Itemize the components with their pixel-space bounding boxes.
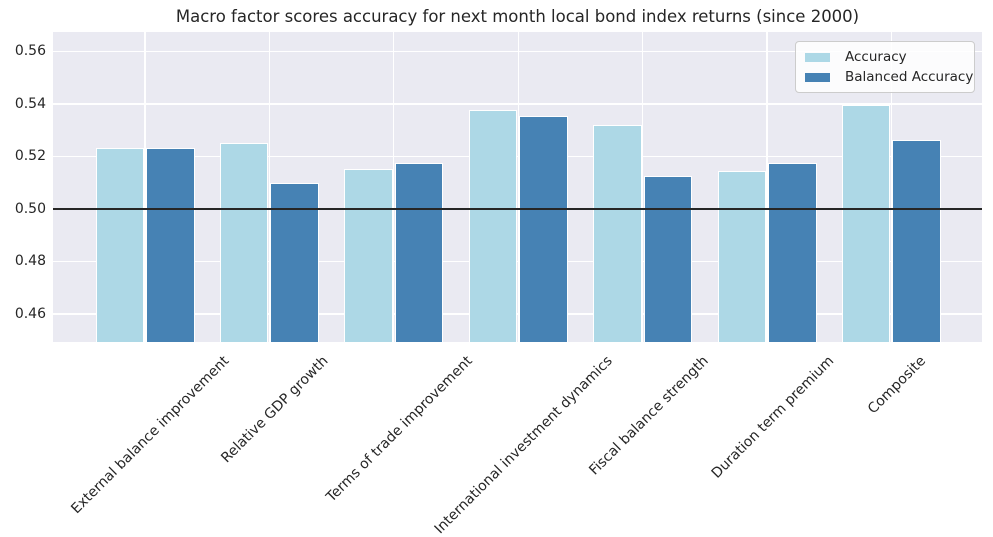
x-tick-label: Relative GDP growth xyxy=(218,353,332,467)
y-tick-label: 0.50 xyxy=(14,200,46,217)
bar-balanced-accuracy-0 xyxy=(146,148,195,342)
gridline-vertical xyxy=(393,32,395,342)
gridline-vertical xyxy=(641,32,644,342)
gridline-vertical xyxy=(517,32,519,342)
bar-accuracy-5 xyxy=(717,171,766,342)
y-tick-label: 0.46 xyxy=(14,305,46,322)
x-tick-label: External balance improvement xyxy=(68,353,233,518)
bar-accuracy-2 xyxy=(344,169,393,342)
bar-balanced-accuracy-1 xyxy=(270,183,319,342)
bar-accuracy-3 xyxy=(468,110,518,342)
bar-balanced-accuracy-6 xyxy=(892,139,941,342)
bar-balanced-accuracy-5 xyxy=(768,162,817,342)
chart-title: Macro factor scores accuracy for next mo… xyxy=(175,7,860,26)
bar-balanced-accuracy-2 xyxy=(394,163,444,342)
x-tick-label: Duration term premium xyxy=(708,353,837,482)
x-tick-label: Terms of trade improvement xyxy=(323,353,476,506)
y-tick-label: 0.54 xyxy=(14,95,46,112)
reference-line xyxy=(53,208,982,210)
legend-item-balanced-accuracy: Balanced Accuracy xyxy=(805,67,973,87)
balanced-accuracy-swatch-icon xyxy=(805,72,830,82)
legend-label: Accuracy xyxy=(845,49,907,65)
y-tick-label: 0.56 xyxy=(14,43,46,60)
bar-accuracy-4 xyxy=(593,124,642,342)
bar-balanced-accuracy-3 xyxy=(519,115,568,342)
bar-accuracy-6 xyxy=(841,104,891,342)
y-tick-label: 0.48 xyxy=(14,253,46,270)
gridline-vertical xyxy=(268,32,271,342)
legend-item-accuracy: Accuracy xyxy=(805,47,965,67)
legend: Accuracy Balanced Accuracy xyxy=(795,41,975,93)
bar-balanced-accuracy-4 xyxy=(643,176,693,342)
accuracy-swatch-icon xyxy=(805,52,830,62)
gridline-vertical xyxy=(766,32,768,342)
y-tick-label: 0.52 xyxy=(14,148,46,165)
bar-accuracy-1 xyxy=(219,142,269,342)
gridline-vertical xyxy=(144,32,146,342)
bar-accuracy-0 xyxy=(95,148,144,342)
x-tick-label: Composite xyxy=(864,353,929,418)
gridline-vertical xyxy=(890,32,893,342)
legend-label: Balanced Accuracy xyxy=(845,69,974,85)
